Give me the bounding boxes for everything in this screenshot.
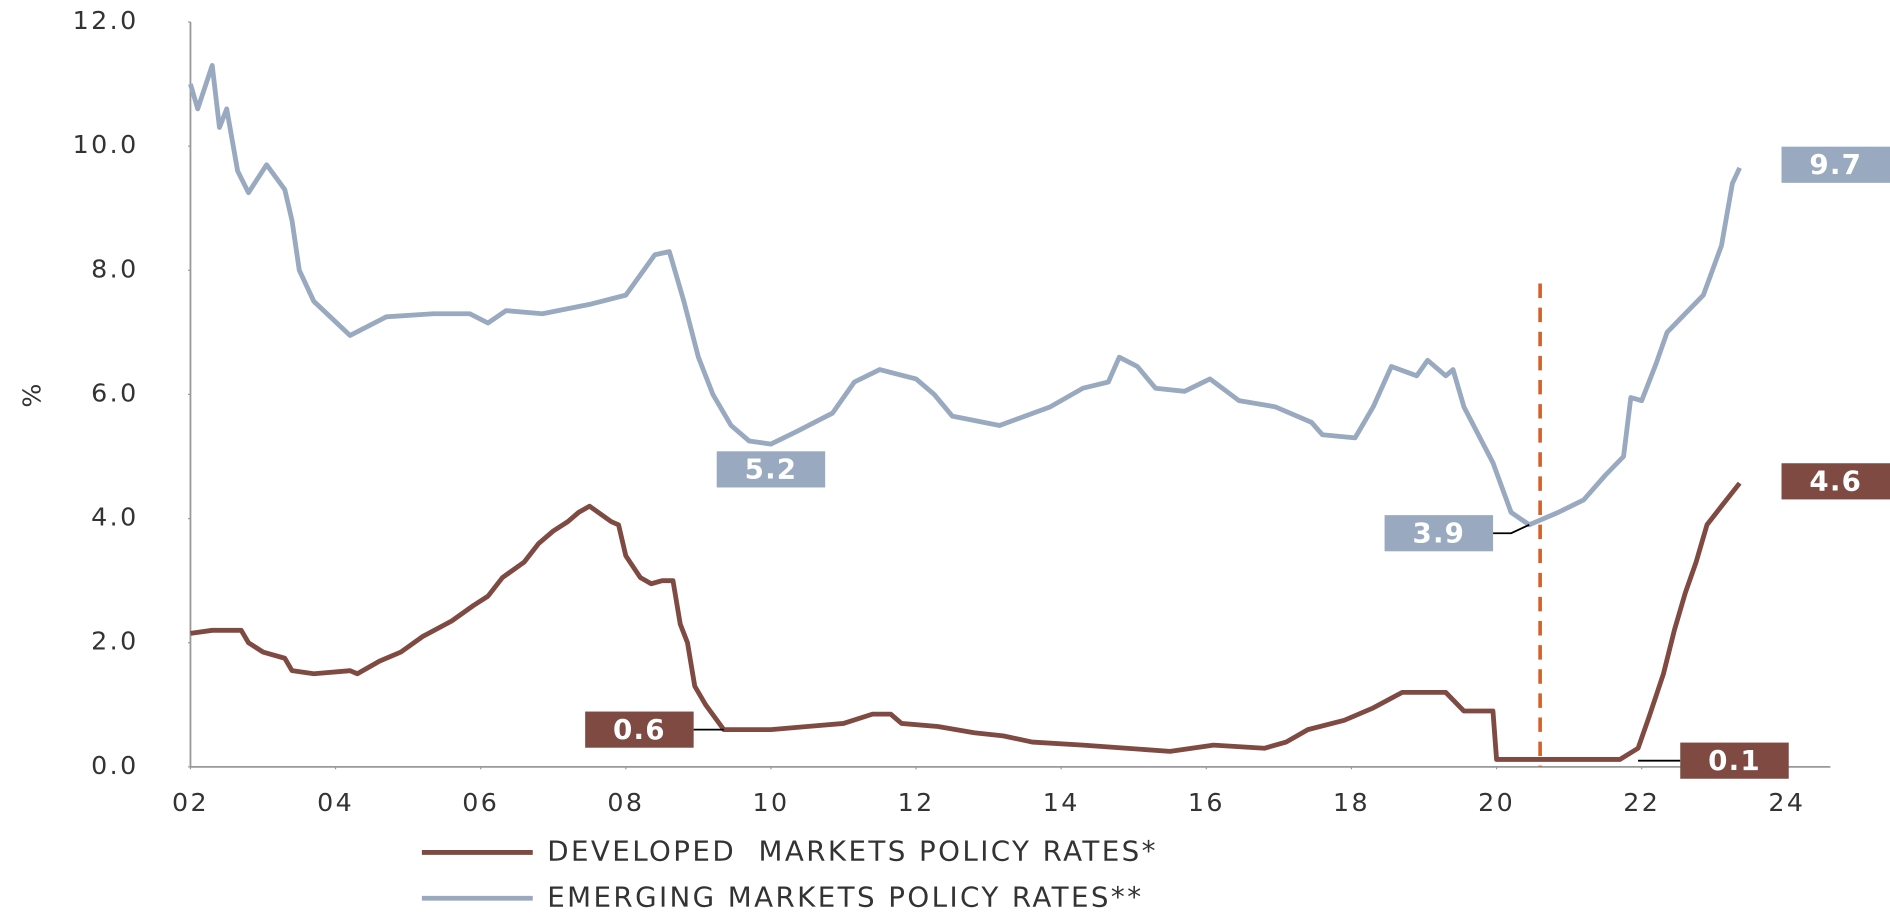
annotation-leader	[1493, 523, 1530, 535]
y-tick-label: 6.0	[91, 378, 138, 407]
x-tick-label: 08	[607, 788, 644, 817]
x-tick-label: 10	[752, 788, 789, 817]
y-tick-label: 10.0	[73, 130, 139, 159]
annotation-box	[1781, 146, 1890, 183]
y-tick-label: 2.0	[91, 627, 138, 656]
annotation-label: 0.6	[613, 713, 666, 746]
annotation-label: 9.7	[1809, 148, 1862, 181]
x-tick-label: 12	[898, 788, 935, 817]
x-tick-label: 20	[1478, 788, 1515, 817]
y-tick-label: 8.0	[91, 254, 138, 283]
annotation-label: 5.2	[745, 453, 798, 486]
x-tick-label: 04	[317, 788, 354, 817]
annotation-box	[716, 451, 826, 488]
series-line	[190, 481, 1742, 762]
annotation-box	[1680, 742, 1789, 779]
x-tick-label: 22	[1623, 788, 1660, 817]
x-tick-label: 18	[1333, 788, 1370, 817]
y-axis-label: %	[18, 381, 47, 407]
annotation-label: 0.1	[1708, 744, 1761, 777]
annotation-box	[585, 711, 694, 748]
annotation-label: 4.6	[1809, 465, 1862, 498]
x-tick-label: 14	[1043, 788, 1080, 817]
x-tick-label: 06	[462, 788, 499, 817]
y-tick-label: 4.0	[91, 503, 138, 532]
y-tick-label: 0.0	[91, 751, 138, 780]
annotation-label: 3.9	[1412, 516, 1465, 549]
annotation-box	[1384, 515, 1494, 552]
x-tick-label: 24	[1768, 788, 1805, 817]
series-line	[188, 63, 1742, 528]
legend-label: EMERGING MARKETS POLICY RATES**	[547, 880, 1143, 913]
legend-label: DEVELOPED MARKETS POLICY RATES*	[547, 834, 1158, 867]
annotation-box	[1781, 463, 1890, 500]
x-tick-label: 02	[172, 788, 209, 817]
x-tick-label: 16	[1188, 788, 1225, 817]
y-tick-label: 12.0	[73, 6, 139, 35]
